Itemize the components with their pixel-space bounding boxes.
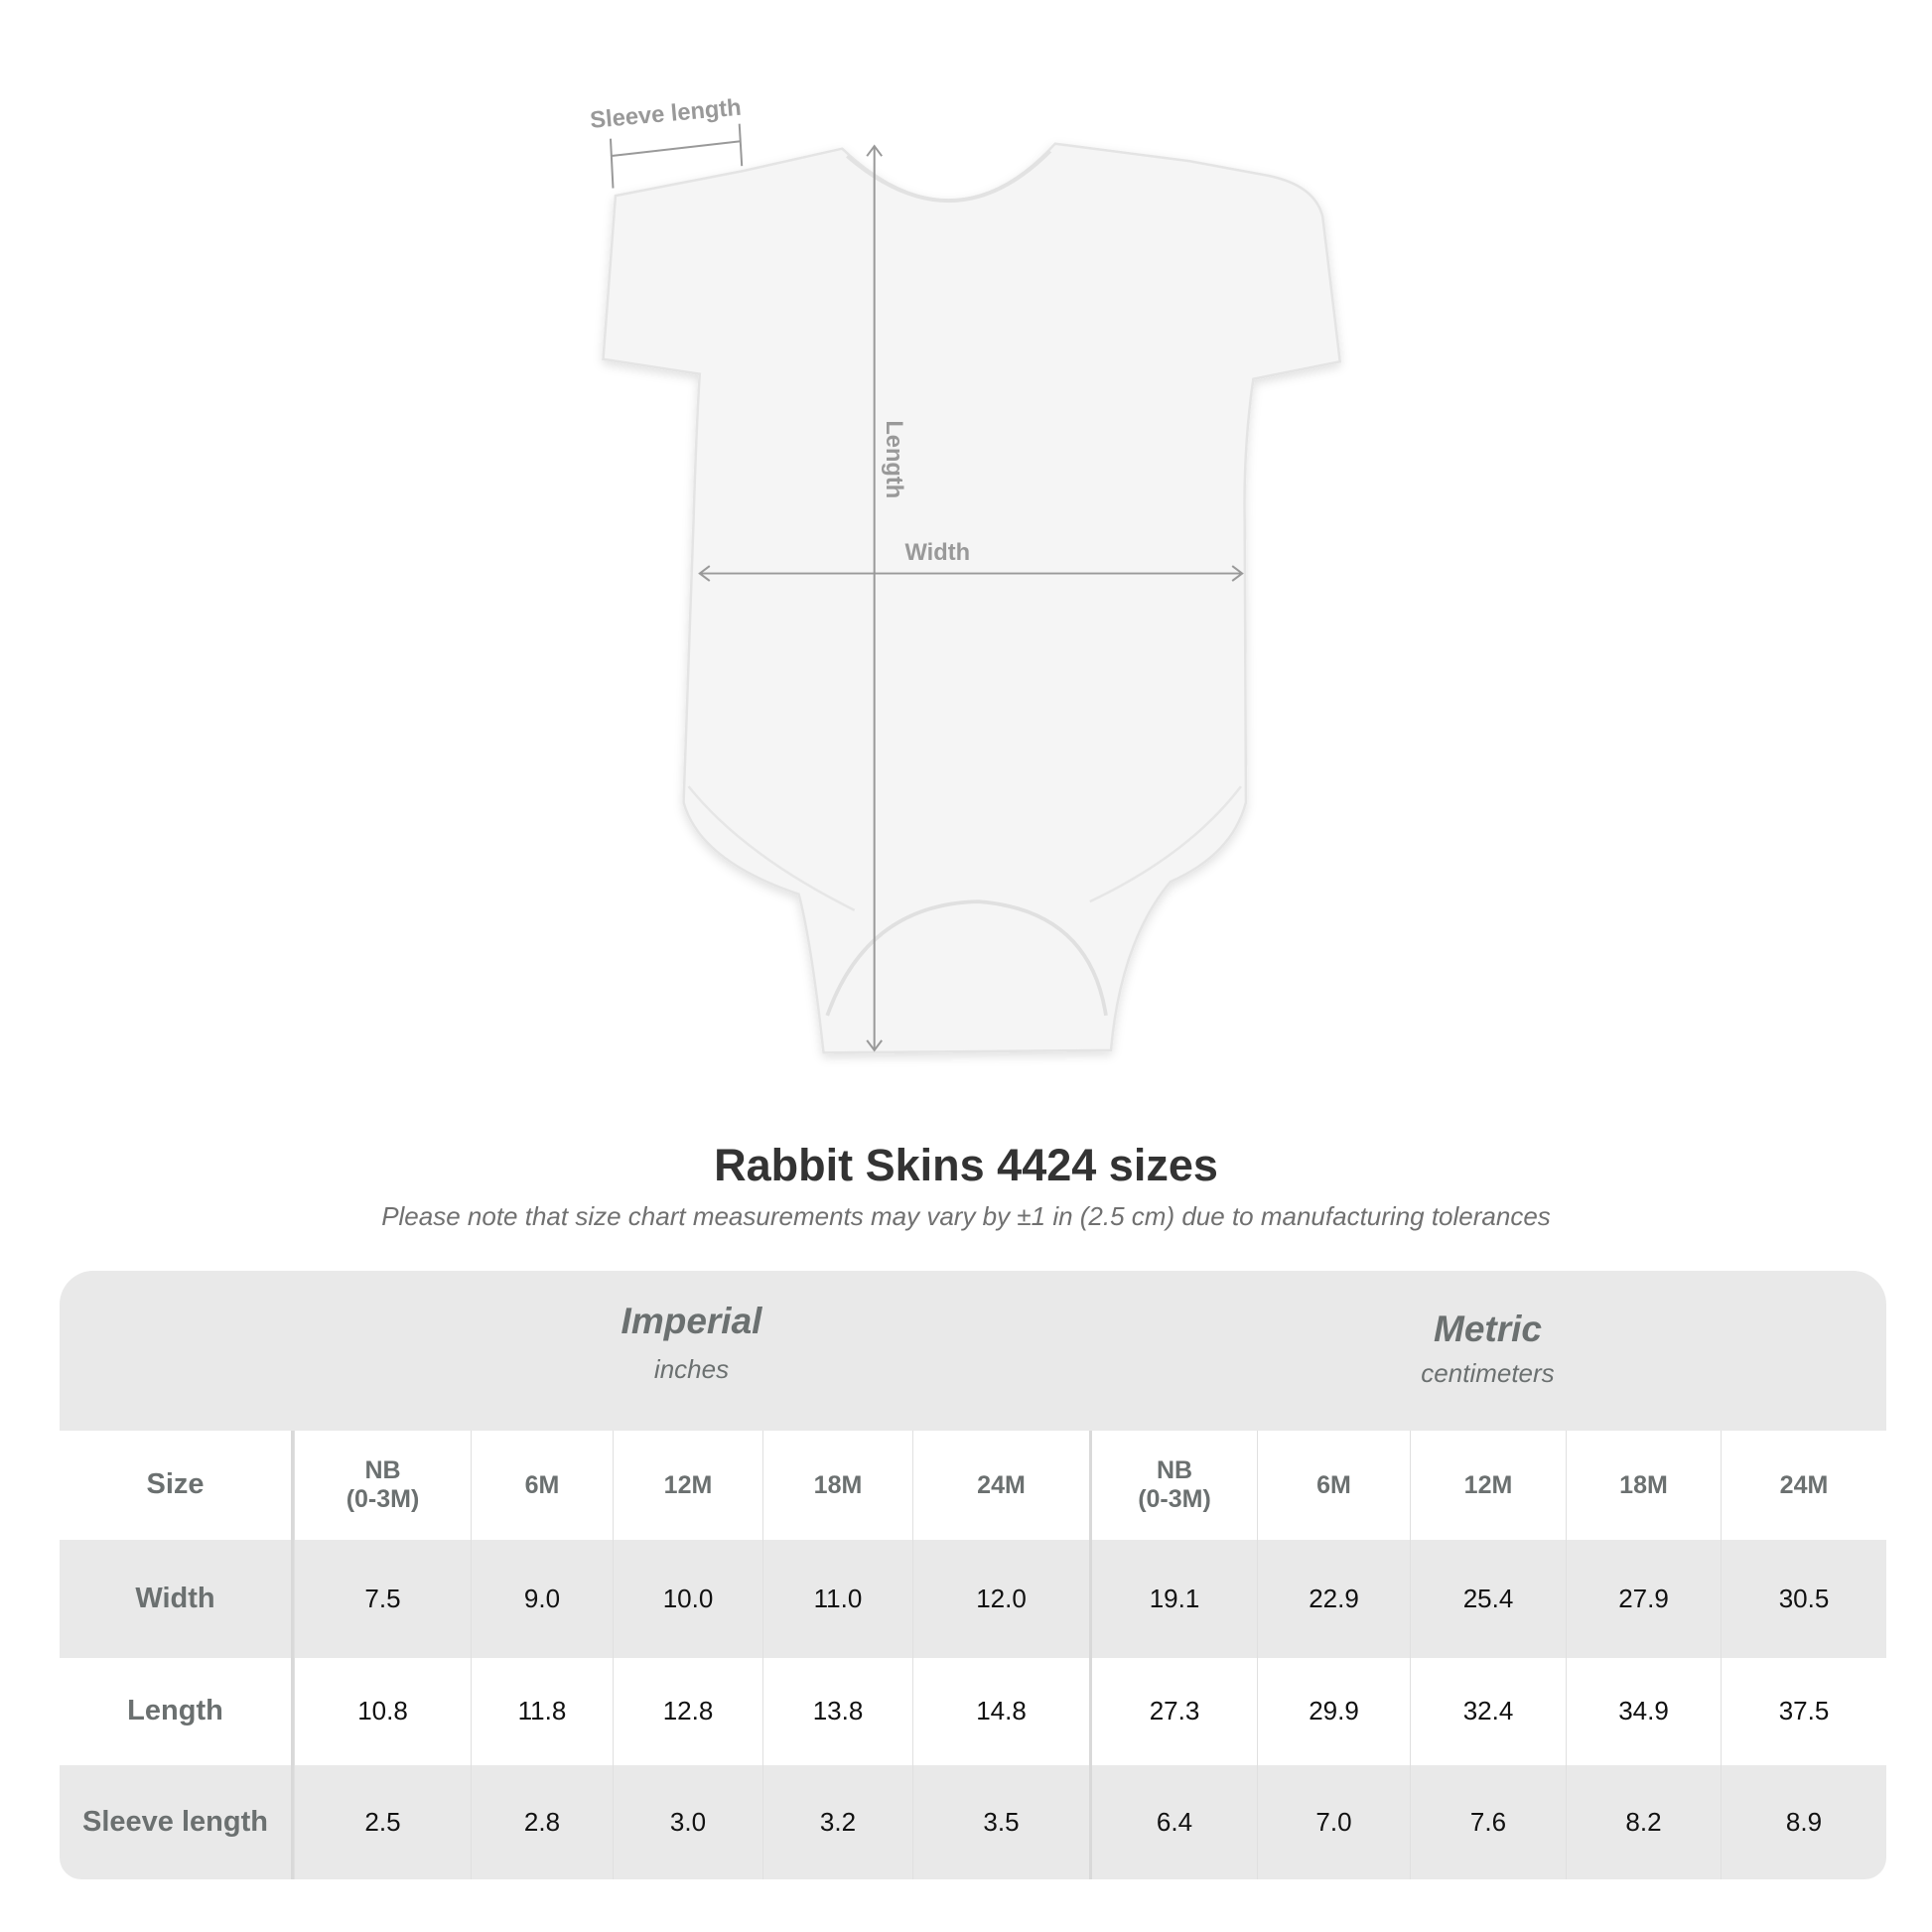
metric-value-cell: 7.6 [1410,1765,1566,1879]
metric-value-cell: 8.2 [1566,1765,1721,1879]
size-table: Imperial inches Metric centimeters Size N… [60,1271,1886,1879]
sleeve-line [610,140,742,158]
sleeve-length-label: Sleeve length [589,95,742,134]
size-header-cell: NB (0-3M) [1089,1431,1257,1540]
imperial-value-cell: 3.2 [762,1765,912,1879]
metric-value-cell: 7.0 [1257,1765,1410,1879]
metric-value-cell: 6.4 [1089,1765,1257,1879]
width-label: Width [905,540,971,566]
table-row: Width 7.5 9.0 10.0 11.0 12.0 19.1 22.9 25.4 27.9 3… [60,1540,1886,1658]
table-row: Sleeve length 2.5 2.8 3.0 3.2 3.5 6.4 7.0 7.6 8.2… [60,1765,1886,1879]
imperial-value-cell: 13.8 [762,1658,912,1765]
imperial-value-cell: 3.5 [912,1765,1089,1879]
page-title: Rabbit Skins 4424 sizes [714,1140,1218,1190]
size-header-cell: 24M [912,1431,1089,1540]
metric-unit: centimeters [1421,1358,1555,1388]
imperial-value-cell: 9.0 [471,1540,613,1658]
imperial-title: Imperial [621,1301,762,1341]
metric-value-cell: 37.5 [1721,1658,1886,1765]
row-label: Length [60,1658,294,1765]
metric-value-cell: 34.9 [1566,1658,1721,1765]
size-label: Size [60,1431,294,1540]
metric-title: Metric [1434,1309,1542,1349]
row-label: Width [60,1540,294,1658]
size-header-cell: 12M [1410,1431,1566,1540]
imperial-value-cell: 10.0 [613,1540,762,1658]
imperial-value-cell: 14.8 [912,1658,1089,1765]
bodysuit-garment [602,142,1342,1054]
width-arrow-left [698,565,711,582]
imperial-value-cell: 3.0 [613,1765,762,1879]
metric-header: Metric centimeters [1089,1309,1886,1389]
metric-value-cell: 27.9 [1566,1540,1721,1658]
imperial-value-cell: 12.0 [912,1540,1089,1658]
imperial-value-cell: 11.0 [762,1540,912,1658]
size-header-cell: 18M [762,1431,912,1540]
row-label: Sleeve length [60,1765,294,1879]
crotch-flap [825,899,1108,1017]
metric-value-cell: 19.1 [1089,1540,1257,1658]
size-header-cell: NB (0-3M) [294,1431,471,1540]
hem-seam [687,785,1242,911]
size-header-cell: 6M [471,1431,613,1540]
size-header-cell: 24M [1721,1431,1886,1540]
size-header-cell: 18M [1566,1431,1721,1540]
width-arrow-right [1231,565,1244,582]
imperial-header: Imperial inches [294,1301,1089,1385]
size-header-cell: 12M [613,1431,762,1540]
imperial-value-cell: 10.8 [294,1658,471,1765]
metric-value-cell: 8.9 [1721,1765,1886,1879]
length-arrow-bottom [866,1039,883,1052]
size-header-row: Size NB (0-3M) 6M 12M 18M 24M NB (0-3M) 6M 12M 18… [60,1431,1886,1540]
length-arrow-top [866,144,883,157]
length-label: Length [881,420,906,498]
imperial-value-cell: 7.5 [294,1540,471,1658]
imperial-value-cell: 2.5 [294,1765,471,1879]
units-header: Imperial inches Metric centimeters [60,1271,1886,1431]
tolerance-note: Please note that size chart measurements… [381,1201,1551,1231]
metric-value-cell: 29.9 [1257,1658,1410,1765]
metric-value-cell: 22.9 [1257,1540,1410,1658]
imperial-value-cell: 2.8 [471,1765,613,1879]
imperial-unit: inches [653,1354,730,1384]
size-header-cell: 6M [1257,1431,1410,1540]
metric-value-cell: 27.3 [1089,1658,1257,1765]
table-row: Length 10.8 11.8 12.8 13.8 14.8 27.3 29.9 32.4 34… [60,1658,1886,1765]
measure-lines [609,123,1244,1052]
imperial-value-cell: 11.8 [471,1658,613,1765]
imperial-value-cell: 12.8 [613,1658,762,1765]
metric-value-cell: 25.4 [1410,1540,1566,1658]
metric-value-cell: 32.4 [1410,1658,1566,1765]
metric-value-cell: 30.5 [1721,1540,1886,1658]
